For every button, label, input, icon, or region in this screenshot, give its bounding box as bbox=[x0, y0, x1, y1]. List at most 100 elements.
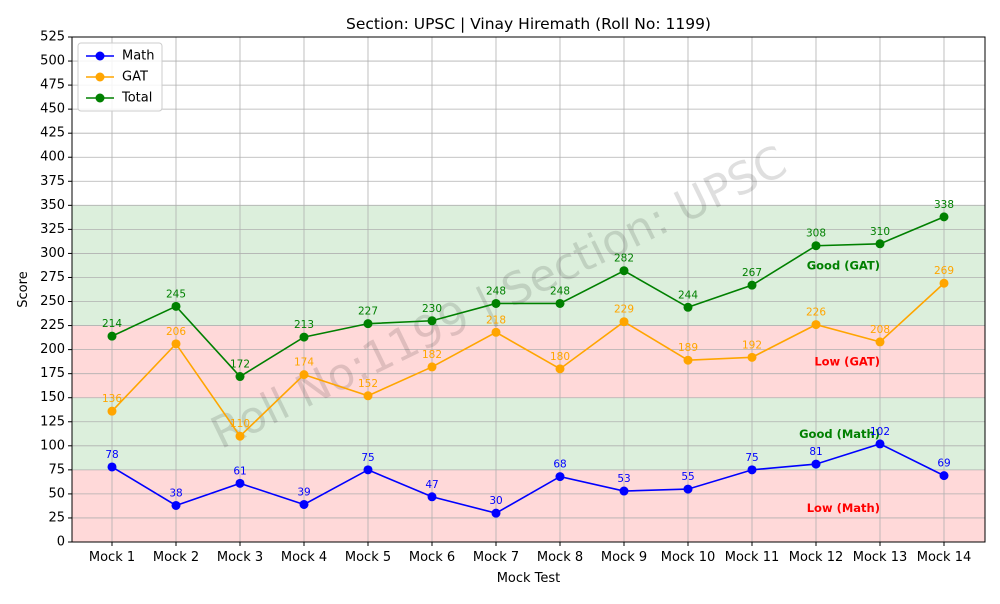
y-tick-label: 200 bbox=[40, 342, 65, 357]
x-tick-label: Mock 9 bbox=[601, 550, 647, 565]
data-point-math bbox=[427, 492, 437, 502]
data-label-gat: 226 bbox=[806, 307, 826, 319]
y-tick-label: 400 bbox=[40, 150, 65, 165]
y-tick-label: 325 bbox=[40, 222, 65, 237]
data-point-math bbox=[619, 486, 629, 496]
x-tick-label: Mock 11 bbox=[725, 550, 780, 565]
data-label-total: 338 bbox=[934, 199, 954, 211]
x-tick-label: Mock 3 bbox=[217, 550, 263, 565]
band-good-gat bbox=[72, 205, 985, 326]
data-label-gat: 229 bbox=[614, 304, 634, 316]
y-tick-label: 275 bbox=[40, 270, 65, 285]
data-point-total bbox=[363, 319, 373, 329]
data-label-math: 53 bbox=[617, 473, 630, 485]
y-tick-label: 125 bbox=[40, 414, 65, 429]
data-point-math bbox=[363, 465, 373, 475]
legend-swatch-marker bbox=[95, 51, 105, 61]
data-label-math: 81 bbox=[809, 446, 822, 458]
data-label-math: 39 bbox=[297, 486, 310, 498]
data-point-total bbox=[299, 332, 309, 342]
x-axis-label: Mock Test bbox=[497, 571, 561, 586]
data-point-math bbox=[683, 484, 693, 494]
data-point-total bbox=[683, 302, 693, 312]
data-label-math: 75 bbox=[745, 452, 758, 464]
legend-label: Total bbox=[121, 91, 152, 106]
data-label-total: 248 bbox=[486, 285, 506, 297]
x-tick-label: Mock 14 bbox=[917, 550, 972, 565]
data-label-total: 248 bbox=[550, 285, 570, 297]
data-label-total: 310 bbox=[870, 226, 890, 238]
y-tick-label: 175 bbox=[40, 366, 65, 381]
series-line-gat bbox=[111, 282, 945, 438]
data-point-math bbox=[875, 439, 885, 449]
data-point-gat bbox=[427, 362, 437, 372]
data-label-gat: 192 bbox=[742, 339, 762, 351]
data-point-gat bbox=[747, 352, 757, 362]
y-axis-label: Score bbox=[16, 271, 31, 307]
x-tick-label: Mock 12 bbox=[789, 550, 844, 565]
data-point-math bbox=[939, 471, 949, 481]
data-point-total bbox=[875, 239, 885, 249]
data-point-gat bbox=[939, 278, 949, 288]
data-label-total: 213 bbox=[294, 319, 314, 331]
data-label-total: 227 bbox=[358, 306, 378, 318]
data-point-gat bbox=[555, 364, 565, 374]
series-line-total bbox=[111, 216, 945, 378]
band-low-gat bbox=[72, 325, 985, 398]
series-gat: 136 206 110 174 152 182 218 180 229 189 192 226 208 2… bbox=[102, 265, 954, 441]
data-point-total bbox=[555, 298, 565, 308]
x-tick-label: Mock 1 bbox=[89, 550, 135, 565]
data-point-total bbox=[939, 212, 949, 222]
legend: Math GAT Total bbox=[77, 42, 163, 112]
x-tick-label: Mock 6 bbox=[409, 550, 455, 565]
data-point-gat bbox=[171, 339, 181, 349]
x-tick-label: Mock 7 bbox=[473, 550, 519, 565]
series-line-math bbox=[111, 443, 945, 514]
data-point-total bbox=[235, 372, 245, 382]
data-point-gat bbox=[299, 370, 309, 380]
band-low-math bbox=[72, 469, 985, 542]
data-label-gat: 182 bbox=[422, 349, 442, 361]
data-label-math: 47 bbox=[425, 479, 438, 491]
y-axis: 0 25 50 75 100 125 150 175 200 225 250 275 300 325 350… bbox=[40, 30, 72, 550]
data-label-math: 69 bbox=[937, 458, 950, 470]
data-label-gat: 206 bbox=[166, 326, 186, 338]
data-point-math bbox=[747, 465, 757, 475]
data-point-math bbox=[491, 508, 501, 518]
data-point-gat bbox=[363, 391, 373, 401]
data-label-total: 308 bbox=[806, 228, 826, 240]
data-label-math: 61 bbox=[233, 465, 246, 477]
data-label-gat: 110 bbox=[230, 418, 250, 430]
data-point-math bbox=[299, 499, 309, 509]
data-point-gat bbox=[619, 317, 629, 327]
data-label-gat: 269 bbox=[934, 265, 954, 277]
data-label-gat: 152 bbox=[358, 378, 378, 390]
data-label-math: 38 bbox=[169, 487, 182, 499]
y-tick-label: 150 bbox=[40, 390, 65, 405]
legend-label: GAT bbox=[122, 70, 148, 85]
data-point-math bbox=[171, 500, 181, 510]
threshold-bands bbox=[72, 205, 985, 542]
band-labels: Low (Math) Good (Math) Low (GAT) Good (GAT) bbox=[799, 258, 880, 514]
y-tick-label: 300 bbox=[40, 246, 65, 261]
data-label-total: 267 bbox=[742, 267, 762, 279]
data-label-total: 245 bbox=[166, 288, 186, 300]
data-point-gat bbox=[235, 431, 245, 441]
data-point-math bbox=[107, 462, 117, 472]
data-label-math: 68 bbox=[553, 459, 566, 471]
x-tick-label: Mock 13 bbox=[853, 550, 908, 565]
y-tick-label: 425 bbox=[40, 126, 65, 141]
x-tick-label: Mock 2 bbox=[153, 550, 199, 565]
data-label-math: 55 bbox=[681, 471, 694, 483]
x-tick-label: Mock 8 bbox=[537, 550, 583, 565]
y-tick-label: 375 bbox=[40, 174, 65, 189]
band-label: Low (Math) bbox=[807, 501, 880, 515]
data-label-gat: 218 bbox=[486, 314, 506, 326]
data-label-math: 78 bbox=[105, 449, 118, 461]
data-point-math bbox=[811, 459, 821, 469]
data-label-total: 172 bbox=[230, 359, 250, 371]
x-tick-label: Mock 4 bbox=[281, 550, 327, 565]
data-label-total: 282 bbox=[614, 253, 634, 265]
